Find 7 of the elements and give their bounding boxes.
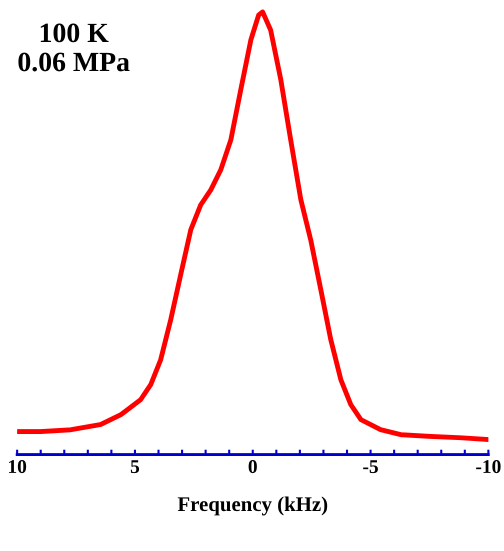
annotation: 100 K 0.06 MPa bbox=[18, 24, 130, 72]
x-axis-title: Frequency (kHz) bbox=[178, 496, 328, 516]
x-tick-label: -5 bbox=[363, 460, 378, 474]
x-tick-label: 5 bbox=[130, 460, 140, 474]
x-tick-label: -10 bbox=[476, 460, 501, 474]
x-tick-label: 0 bbox=[248, 460, 257, 474]
x-tick-label: 10 bbox=[8, 460, 26, 474]
